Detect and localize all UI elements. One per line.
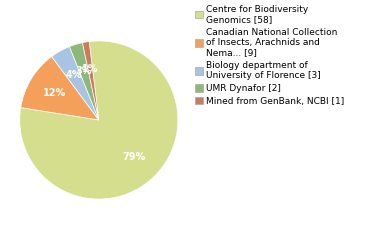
Text: 12%: 12% <box>43 88 66 98</box>
Text: 4%: 4% <box>65 70 82 80</box>
Legend: Centre for Biodiversity
Genomics [58], Canadian National Collection
of Insects, : Centre for Biodiversity Genomics [58], C… <box>195 5 345 106</box>
Text: 1%: 1% <box>82 64 98 74</box>
Wedge shape <box>20 41 178 199</box>
Wedge shape <box>52 47 99 120</box>
Wedge shape <box>70 43 99 120</box>
Wedge shape <box>82 42 99 120</box>
Text: 3%: 3% <box>76 66 92 76</box>
Wedge shape <box>21 57 99 120</box>
Text: 79%: 79% <box>123 152 146 162</box>
